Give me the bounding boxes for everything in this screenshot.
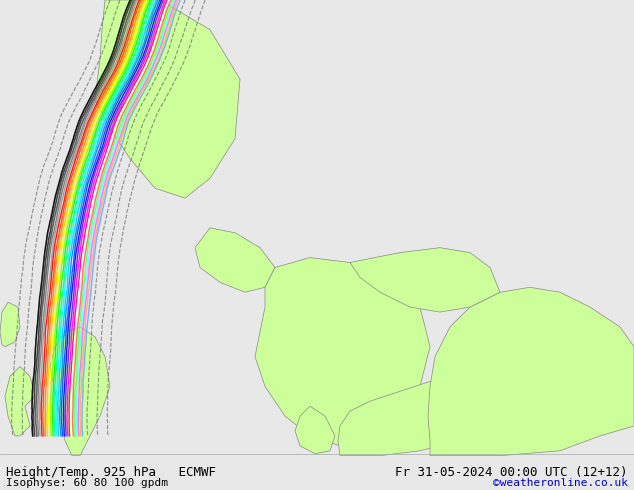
Text: Fr 31-05-2024 00:00 UTC (12+12): Fr 31-05-2024 00:00 UTC (12+12) xyxy=(395,466,628,479)
Text: ©weatheronline.co.uk: ©weatheronline.co.uk xyxy=(493,478,628,488)
Polygon shape xyxy=(95,0,240,198)
Text: Isophyse: 60 80 100 gpdm: Isophyse: 60 80 100 gpdm xyxy=(6,478,169,488)
Polygon shape xyxy=(195,228,275,292)
Polygon shape xyxy=(0,302,20,347)
Polygon shape xyxy=(295,406,335,454)
Text: Height/Temp. 925 hPa   ECMWF: Height/Temp. 925 hPa ECMWF xyxy=(6,466,216,479)
Polygon shape xyxy=(338,371,520,456)
Polygon shape xyxy=(5,367,35,436)
Polygon shape xyxy=(50,327,110,456)
Polygon shape xyxy=(428,287,634,456)
Polygon shape xyxy=(255,258,430,446)
Polygon shape xyxy=(350,247,500,312)
